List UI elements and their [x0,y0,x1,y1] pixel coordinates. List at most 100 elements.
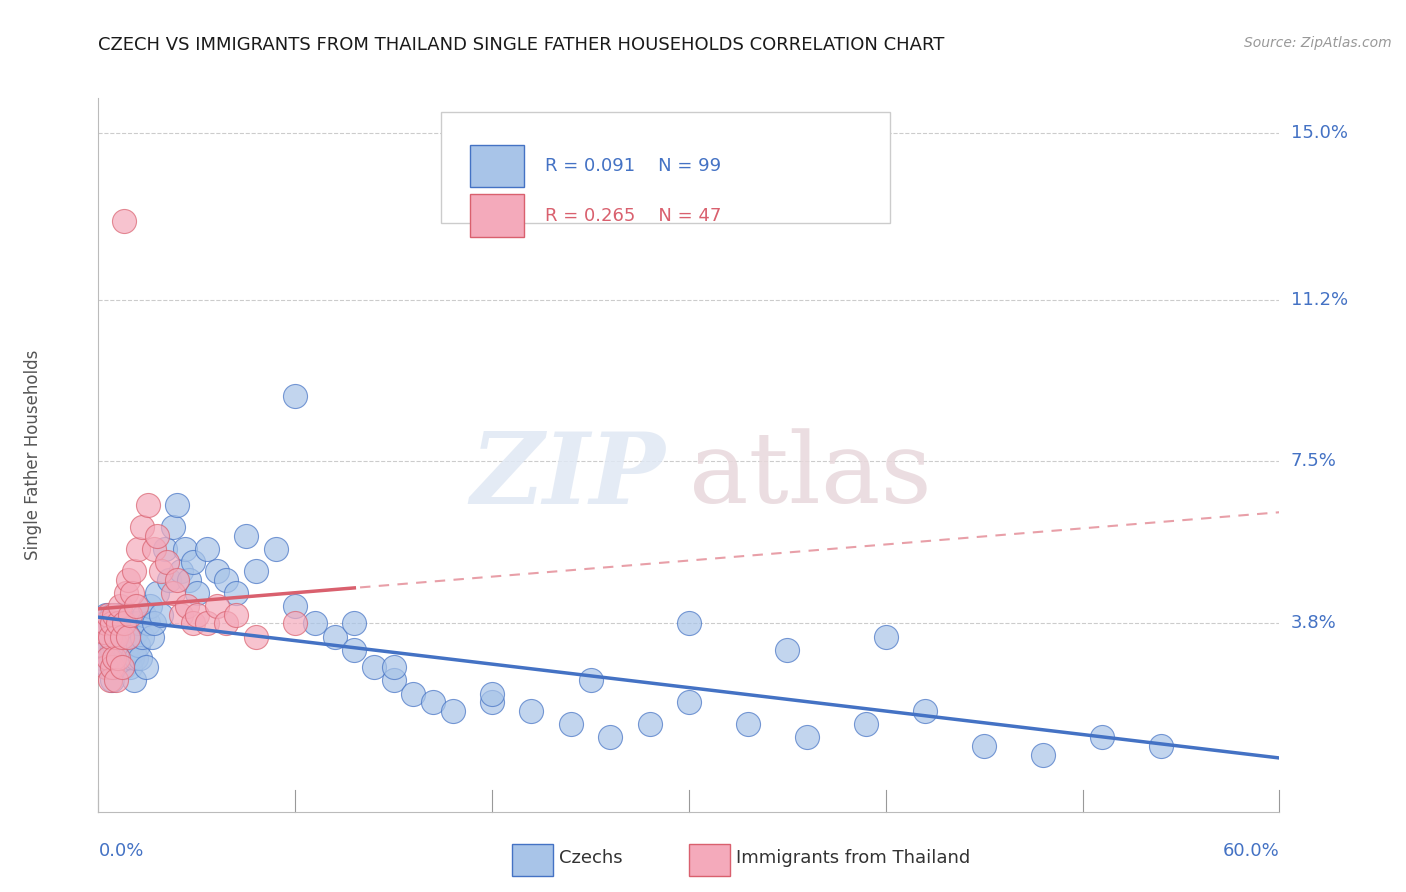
Point [150,564,173,578]
Point [128,651,150,665]
Point [157,573,180,587]
Point [122,673,145,688]
Point [111,607,134,622]
Point [215,616,238,631]
Point [132,607,155,622]
Point [136,498,159,512]
Point [382,673,405,688]
Point [108,651,131,665]
Point [97,660,120,674]
Point [103,616,125,631]
Point [101,660,124,674]
Point [118,660,141,674]
Point [131,520,153,534]
Point [284,389,307,403]
Point [155,542,177,557]
Text: Immigrants from Thailand: Immigrants from Thailand [737,849,970,867]
Point [166,498,188,512]
Point [245,564,267,578]
Text: 0.0%: 0.0% [98,842,143,860]
Point [111,630,134,644]
Point [131,630,153,644]
Point [103,607,125,622]
Text: ZIP: ZIP [471,428,665,524]
Point [122,642,145,657]
Point [103,660,125,674]
Point [141,630,163,644]
Point [98,673,121,688]
Point [150,607,173,622]
Point [284,599,307,613]
Point [112,630,135,644]
Point [205,599,228,613]
Point [112,660,135,674]
Point [135,660,157,674]
Point [101,616,124,631]
Point [520,704,543,718]
Point [101,673,124,688]
Point [93,616,115,631]
Point [103,651,125,665]
Point [122,564,145,578]
Point [117,573,139,587]
Point [97,607,120,622]
Point [96,638,118,652]
Point [776,642,799,657]
Text: 3.8%: 3.8% [1291,615,1336,632]
Point [875,630,897,644]
Point [127,638,149,652]
Point [115,616,138,631]
Point [105,630,128,644]
Point [162,586,184,600]
Point [125,599,148,613]
Point [107,616,129,631]
Point [343,642,366,657]
Point [195,542,218,557]
Point [127,616,149,631]
Point [105,651,128,665]
Text: Single Father Households: Single Father Households [24,350,42,560]
Point [101,642,124,657]
FancyBboxPatch shape [689,844,730,876]
Point [115,586,138,600]
Point [1150,739,1173,753]
Point [115,642,138,657]
Point [181,616,204,631]
Point [481,686,503,700]
Point [117,651,139,665]
FancyBboxPatch shape [471,145,523,187]
Text: 7.5%: 7.5% [1291,452,1337,470]
Point [363,660,385,674]
Point [98,651,121,665]
Point [96,616,118,631]
Point [121,586,143,600]
Text: Source: ZipAtlas.com: Source: ZipAtlas.com [1244,36,1392,50]
Point [422,695,444,709]
Point [235,529,257,543]
Point [973,739,995,753]
Point [170,564,193,578]
Point [170,607,193,622]
Point [245,630,267,644]
Text: 60.0%: 60.0% [1223,842,1279,860]
Point [125,625,148,640]
Point [112,616,135,631]
Point [343,616,366,631]
Point [103,638,125,652]
Point [98,630,121,644]
Point [142,616,165,631]
Point [176,599,198,613]
Point [481,695,503,709]
Text: 15.0%: 15.0% [1291,124,1347,142]
Point [855,717,877,731]
Point [225,586,247,600]
Point [678,695,700,709]
Point [121,651,143,665]
Point [105,630,128,644]
Point [93,630,115,644]
Point [599,731,621,745]
FancyBboxPatch shape [512,844,553,876]
Text: 11.2%: 11.2% [1291,291,1348,309]
FancyBboxPatch shape [441,112,890,223]
Point [111,638,134,652]
